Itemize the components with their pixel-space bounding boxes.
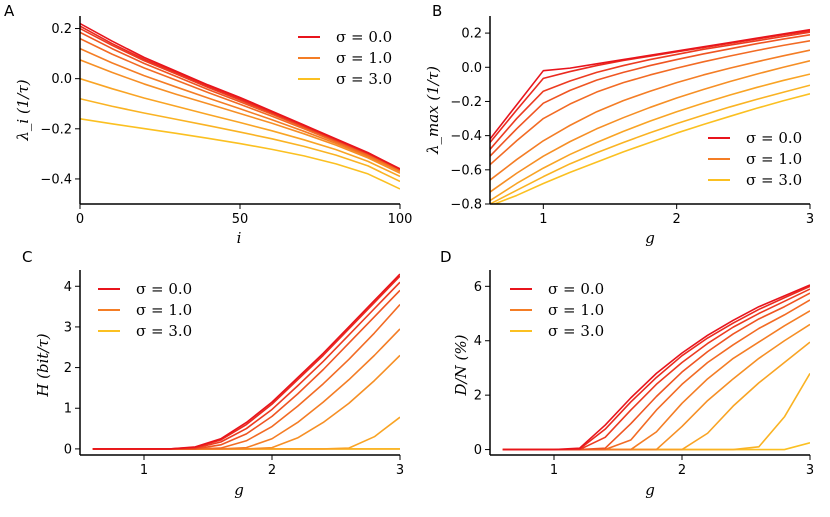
panel-d-series-line-0 <box>502 284 810 451</box>
panel-d-lines <box>502 284 810 451</box>
panel-a-ytick-label: −0.2 <box>40 122 72 137</box>
panel-b-xtick-label: 3 <box>806 212 814 227</box>
panel-c-xtick-label: 1 <box>140 463 148 478</box>
panel-d-legend: σ = 0.0 σ = 1.0 σ = 3.0 <box>510 280 604 340</box>
panel-c-ylabel: H (bit/τ) <box>34 333 52 397</box>
panel-a-ytick-label: 0.2 <box>51 22 72 37</box>
panel-c-xlabel: g <box>234 481 244 499</box>
panel-d-legend-label-1: σ = 1.0 <box>548 301 604 319</box>
panel-d-axes: 1 2 3 0 2 4 6 <box>474 270 814 478</box>
panel-a-series-line-5 <box>80 47 400 173</box>
panel-a-xtick-label: 0 <box>76 212 84 227</box>
panel-b-ytick-label: −0.8 <box>450 198 482 213</box>
panel-a-legend-label-1: σ = 1.0 <box>336 49 392 67</box>
panel-a-series-line-0 <box>80 22 400 170</box>
panel-c-ytick-label: 3 <box>64 320 72 335</box>
panel-b-series-line-9 <box>492 92 810 204</box>
panel-a: A 0 50 100 0.2 0.0 −0.2 −0.4 i λ_i (1/τ) σ = 0… <box>4 2 412 247</box>
panel-b: B 1 2 3 0.2 0.0 −0.2 −0.4 −0.6 −0.8 g λ_max (1/τ… <box>424 2 814 247</box>
panel-a-lines <box>80 22 400 190</box>
panel-b-ytick-label: 0.0 <box>461 61 482 76</box>
panel-a-series-line-7 <box>80 77 400 178</box>
panel-c-legend-label-0: σ = 0.0 <box>136 280 192 298</box>
panel-b-legend: σ = 0.0 σ = 1.0 σ = 3.0 <box>708 129 802 189</box>
panel-b-series-line-8 <box>490 84 810 204</box>
panel-a-legend-label-2: σ = 3.0 <box>336 70 392 88</box>
panel-d-ytick-label: 4 <box>474 334 482 349</box>
panel-c-xtick-label: 2 <box>268 463 276 478</box>
panel-a-series-line-9 <box>80 117 400 190</box>
panel-c-ytick-label: 0 <box>64 442 72 457</box>
panel-d-legend-label-2: σ = 3.0 <box>548 322 604 340</box>
panel-c-xtick-label: 3 <box>396 463 404 478</box>
panel-b-lines <box>490 28 810 204</box>
panel-d-ytick-label: 6 <box>474 280 482 295</box>
panel-a-xlabel: i <box>237 229 242 247</box>
panel-c-ytick-label: 2 <box>64 361 72 376</box>
panel-a-ytick-label: −0.4 <box>40 172 72 187</box>
panel-b-series-line-6 <box>490 60 810 193</box>
panel-a-axes: 0 50 100 0.2 0.0 −0.2 −0.4 <box>40 16 412 227</box>
panel-d-ylabel: D/N (%) <box>452 334 470 396</box>
panel-a-xtick-label: 100 <box>388 212 413 227</box>
panel-b-xtick-label: 2 <box>673 212 681 227</box>
panel-a-series-line-6 <box>80 59 400 174</box>
panel-b-series-line-3 <box>490 34 810 157</box>
panel-b-ytick-label: −0.2 <box>450 95 482 110</box>
panel-c-legend-label-1: σ = 1.0 <box>136 301 192 319</box>
panel-c-series-line-5 <box>92 328 400 450</box>
panel-a-series-line-8 <box>80 97 400 183</box>
panel-b-ytick-label: −0.6 <box>450 163 482 178</box>
panel-c-lines <box>92 273 400 450</box>
panel-c-series-line-0 <box>92 273 400 450</box>
panel-d-xtick-label: 1 <box>550 463 558 478</box>
panel-b-legend-label-1: σ = 1.0 <box>746 150 802 168</box>
panel-d-xlabel: g <box>645 481 655 499</box>
panel-d-legend-label-0: σ = 0.0 <box>548 280 604 298</box>
panel-b-series-line-2 <box>490 31 810 150</box>
panel-a-legend-label-0: σ = 0.0 <box>336 28 392 46</box>
panel-d-ytick-label: 0 <box>474 443 482 458</box>
panel-b-legend-label-0: σ = 0.0 <box>746 129 802 147</box>
panel-d-letter: D <box>440 248 452 266</box>
panel-b-series-line-4 <box>490 39 810 166</box>
panel-d-ytick-label: 2 <box>474 389 482 404</box>
panel-b-series-line-0 <box>490 28 810 140</box>
panel-d-xtick-label: 2 <box>678 463 686 478</box>
panel-c-series-line-6 <box>92 354 400 450</box>
panel-a-ylabel: λ_i (1/τ) <box>14 79 32 141</box>
panel-c-axes: 1 2 3 0 1 2 3 4 <box>64 270 404 478</box>
panel-a-letter: A <box>4 2 15 20</box>
panel-b-xlabel: g <box>645 229 655 247</box>
panel-b-axes: 1 2 3 0.2 0.0 −0.2 −0.4 −0.6 −0.8 <box>450 16 814 227</box>
panel-a-xtick-label: 50 <box>232 212 249 227</box>
panel-b-series-line-7 <box>490 73 810 202</box>
panel-b-ytick-label: 0.2 <box>461 27 482 42</box>
panel-b-xtick-label: 1 <box>539 212 547 227</box>
panel-c-letter: C <box>22 248 32 266</box>
panel-b-ytick-label: −0.4 <box>450 129 482 144</box>
panel-b-legend-label-2: σ = 3.0 <box>746 171 802 189</box>
panel-c-ytick-label: 1 <box>64 402 72 417</box>
panel-b-series-line-5 <box>490 49 810 181</box>
panel-b-series-line-1 <box>490 30 810 143</box>
panel-c-legend: σ = 0.0 σ = 1.0 σ = 3.0 <box>98 280 192 340</box>
panel-c-ytick-label: 4 <box>64 280 72 295</box>
panel-b-letter: B <box>432 2 442 20</box>
panel-d: D 1 2 3 0 2 4 6 g D/N (%) σ = 0.0 σ = 1.0 σ = 3.… <box>440 248 814 499</box>
panel-b-ylabel: λ_max (1/τ) <box>424 66 442 155</box>
panel-a-legend: σ = 0.0 σ = 1.0 σ = 3.0 <box>298 28 392 88</box>
panel-d-xtick-label: 3 <box>806 463 814 478</box>
panel-a-ytick-label: 0.0 <box>51 72 72 87</box>
panel-a-series-line-4 <box>80 37 400 171</box>
panel-c-legend-label-2: σ = 3.0 <box>136 322 192 340</box>
